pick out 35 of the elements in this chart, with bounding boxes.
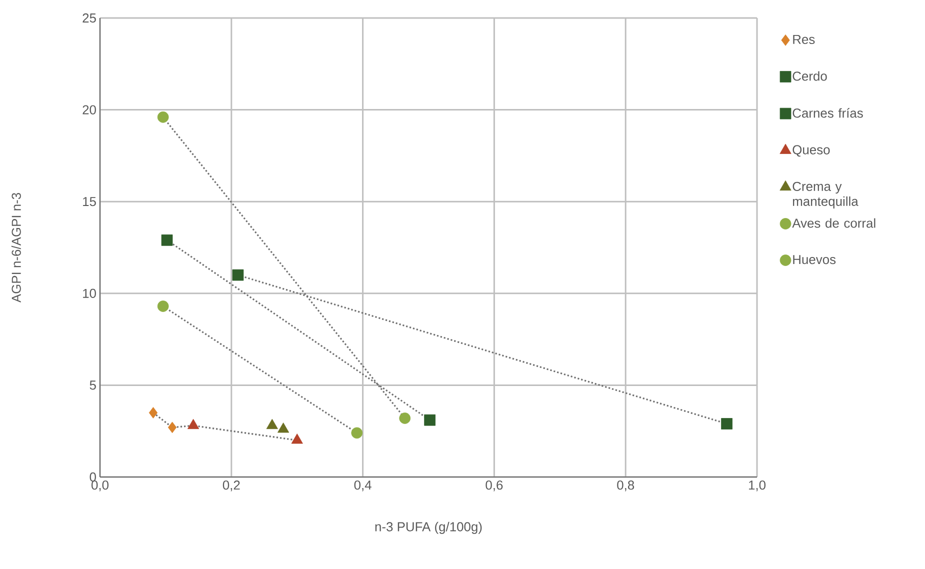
point	[277, 422, 290, 433]
legend-label: Queso	[792, 145, 830, 157]
y-tick-label: 5	[90, 380, 96, 390]
x-tick-label: 0,2	[222, 480, 240, 492]
legend-label: Crema y mantequilla	[792, 182, 858, 209]
point	[157, 300, 169, 312]
point	[291, 434, 303, 444]
x-axis-title: n-3 PUFA (g/100g)	[375, 522, 482, 534]
point	[148, 407, 158, 418]
x-tick-label: 0,4	[354, 480, 372, 492]
y-tick-label: 25	[82, 13, 96, 23]
point	[168, 422, 177, 434]
point	[232, 269, 244, 281]
y-tick-label: 0	[90, 472, 96, 482]
x-tick-label: 0,0	[92, 480, 109, 492]
legend-label: Huevos	[793, 255, 836, 264]
point	[157, 111, 169, 123]
x-tick-label: 1,0	[748, 480, 766, 492]
point	[399, 412, 411, 424]
y-tick-label: 10	[83, 288, 96, 298]
legend-label: Carnes frías	[792, 108, 863, 118]
y-axis-title: AGPI n-6/AGPI n-3	[11, 193, 21, 303]
y-tick-label: 15	[83, 197, 96, 206]
point	[187, 418, 200, 430]
point	[161, 234, 173, 246]
point	[424, 414, 436, 426]
legend-label: Aves de corral	[792, 218, 876, 228]
point	[721, 418, 732, 430]
point	[266, 418, 278, 430]
x-tick-label: 0,6	[486, 480, 503, 492]
point	[351, 427, 363, 439]
legend-label: Cerdo	[792, 71, 827, 81]
x-tick-label: 0,8	[617, 480, 634, 492]
y-tick-label: 20	[82, 105, 96, 114]
legend-label: Res	[793, 34, 815, 44]
